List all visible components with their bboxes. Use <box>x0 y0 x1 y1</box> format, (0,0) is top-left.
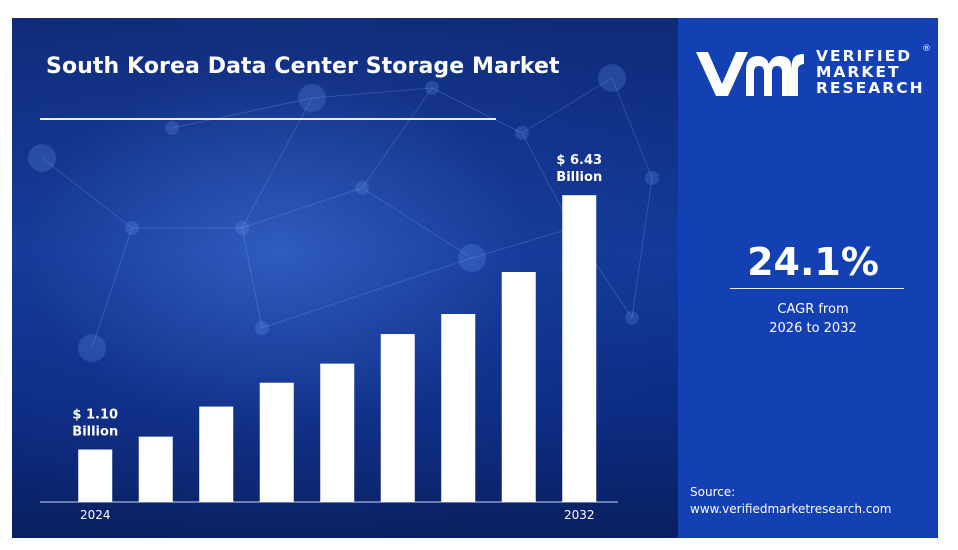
network-node <box>28 144 56 172</box>
network-link <box>171 97 313 129</box>
bar-2028 <box>320 363 355 502</box>
source-label: Source: <box>690 485 736 499</box>
network-node <box>78 334 106 362</box>
registered-mark: ® <box>922 44 931 54</box>
bar-2031 <box>501 272 536 502</box>
source: Source: www.verifiedmarketresearch.com <box>690 484 891 518</box>
network-node <box>625 311 639 325</box>
network-link <box>631 177 653 319</box>
brand-line-1: VERIFIED <box>816 47 913 65</box>
network-link <box>431 87 523 134</box>
network-node <box>125 221 139 235</box>
cagr-divider <box>730 288 904 289</box>
cagr-caption-line-2: 2026 to 2032 <box>769 321 857 336</box>
network-link <box>91 227 133 349</box>
brand-line-2: MARKET <box>816 63 901 81</box>
network-link <box>261 257 473 329</box>
brand-name: VERIFIED MARKET RESEARCH <box>816 48 925 96</box>
network-node <box>235 221 249 235</box>
network-link <box>311 87 433 99</box>
bar-chart: 2024 2032 $ 1.10 Billion $ 6.43 Billion <box>40 153 618 522</box>
cagr-value: 24.1% <box>747 240 879 284</box>
network-link <box>241 227 263 329</box>
infographic: South Korea Data Center Storage Market 2… <box>12 18 938 538</box>
network-node <box>645 171 659 185</box>
bar-2027 <box>259 382 294 502</box>
network-link <box>361 187 473 259</box>
bar-2026 <box>199 406 234 502</box>
cagr-caption-line-1: CAGR from <box>777 302 849 317</box>
network-link <box>611 77 653 179</box>
network-node <box>298 84 326 112</box>
network-node <box>458 244 486 272</box>
network-link <box>41 157 133 229</box>
network-node <box>255 321 269 335</box>
network-node <box>515 126 529 140</box>
network-link <box>241 187 363 229</box>
info-panel: VERIFIED MARKET RESEARCH ® 24.1% CAGR fr… <box>678 18 938 538</box>
network-link <box>361 87 433 189</box>
network-link <box>521 77 613 134</box>
bar-2025 <box>138 436 173 502</box>
cagr-caption: CAGR from 2026 to 2032 <box>678 300 938 338</box>
bar-2029 <box>380 334 415 502</box>
data-label: $ 1.10 <box>72 408 118 423</box>
data-label: Billion <box>556 170 602 185</box>
network-link <box>471 227 573 259</box>
network-node <box>598 64 626 92</box>
data-label: Billion <box>72 425 118 440</box>
x-tick-label: 2024 <box>80 508 111 522</box>
bar-2024 <box>78 449 113 502</box>
chart-title: South Korea Data Center Storage Market <box>46 54 560 79</box>
title-divider <box>40 118 496 120</box>
bar-2032 <box>562 195 597 502</box>
network-node <box>355 181 369 195</box>
network-node <box>165 121 179 135</box>
brand-line-3: RESEARCH <box>816 79 925 97</box>
source-url[interactable]: www.verifiedmarketresearch.com <box>690 502 892 516</box>
x-tick-label: 2032 <box>564 508 595 522</box>
network-node <box>425 81 439 95</box>
chart-panel: South Korea Data Center Storage Market 2… <box>12 18 678 538</box>
bar-2030 <box>441 314 476 502</box>
data-label: $ 6.43 <box>556 153 602 168</box>
vmr-logo-icon <box>696 52 804 96</box>
